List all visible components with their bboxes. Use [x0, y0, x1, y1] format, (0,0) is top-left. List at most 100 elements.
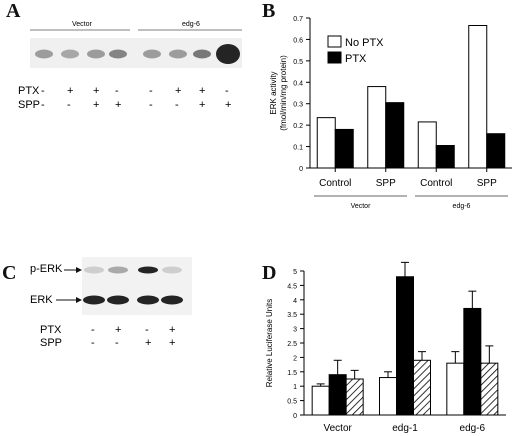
panel-a-sign: - [149, 99, 153, 111]
panel-a-sign: + [67, 85, 73, 97]
b-bar [486, 133, 506, 169]
b-group-label: Vector [351, 203, 372, 210]
b-legend-label: PTX [345, 53, 367, 65]
d-bar [328, 374, 347, 416]
b-y-tick-label: 0.2 [293, 123, 303, 130]
d-x-tick-label: edg-1 [392, 423, 418, 434]
panel-a-sign: - [149, 85, 153, 97]
d-y-tick-label: 0.5 [287, 399, 297, 406]
blot-a-band [61, 49, 79, 59]
panel-c-sign: - [91, 337, 95, 349]
panel-a-sign: - [67, 99, 71, 111]
b-legend-swatch [327, 35, 342, 48]
b-x-tick-label: SPP [376, 178, 396, 189]
b-bar [468, 25, 488, 169]
panel-c-sign: - [91, 324, 95, 336]
blot-c-erk-band [161, 295, 183, 305]
panel-c-blot: p-ERK ERK - + - +- - + + PTX SPP [30, 257, 192, 349]
panel-c-erk-label: ERK [30, 294, 53, 306]
d-y-tick-label: 3 [293, 327, 297, 334]
d-y-tick-label: 1 [293, 384, 297, 391]
blot-c-erk-band [137, 295, 159, 305]
d-y-tick-label: 2.5 [287, 341, 297, 348]
d-y-tick-label: 0 [293, 413, 297, 420]
d-bar [379, 377, 397, 416]
panel-a-sign: - [41, 85, 45, 97]
b-y-tick-label: 0.1 [293, 145, 303, 152]
blot-c-perk-band [138, 266, 158, 274]
panel-a-group-edg6: edg-6 [182, 21, 200, 28]
blot-a-band [169, 49, 187, 59]
b-y-tick-label: 0 [299, 166, 303, 173]
blot-a-band [216, 44, 240, 64]
b-y-tick-label: 0.6 [293, 37, 303, 44]
panel-b-chart: 0 0.1 0.2 0.3 0.4 0.5 0.6 0.7 ERK activity(fmol/… [269, 16, 512, 210]
b-y-tick-label: 0.3 [293, 102, 303, 109]
blot-c-perk-band [162, 266, 182, 274]
b-bar [417, 121, 437, 169]
d-x-tick-label: edg-6 [460, 423, 486, 434]
blot-a-band [193, 49, 211, 59]
panel-d-chart: 0 0.5 1 1.5 2 2.5 3 3.5 4 4.5 5 Relative Luciferase… [265, 261, 506, 434]
d-bar [345, 378, 364, 416]
b-x-tick-label: SPP [477, 178, 497, 189]
b-legend-swatch [327, 51, 342, 64]
b-y-tick-label: 0.5 [293, 59, 303, 66]
panel-c-sign: + [169, 337, 175, 349]
d-x-tick-label: Vector [323, 423, 352, 434]
b-y-tick-label: 0.4 [293, 80, 303, 87]
b-x-tick-label: Control [420, 178, 452, 189]
d-y-tick-label: 3.5 [287, 312, 297, 319]
panel-b-letter: B [262, 0, 276, 22]
panel-c-sign: - [145, 324, 149, 336]
blot-a-band [143, 49, 161, 59]
b-bar [367, 86, 387, 169]
panel-a-sign: - [41, 99, 45, 111]
panel-a-group-vector: Vector [72, 21, 93, 28]
d-bar [446, 362, 465, 416]
d-y-tick-label: 4.5 [287, 283, 297, 290]
panel-c-sign: - [115, 337, 119, 349]
blot-c-perk-band [84, 266, 104, 274]
d-bar [413, 359, 431, 416]
b-y-tick-label: 0.7 [293, 16, 303, 23]
panel-c-ptx-label: PTX [40, 324, 62, 336]
blot-a-band [87, 49, 105, 59]
b-legend-label: No PTX [345, 37, 384, 49]
b-y-label: ERK activity(fmol/min/mg protein) [269, 55, 288, 131]
b-bar [435, 145, 455, 169]
panel-c-spp-label: SPP [40, 337, 62, 349]
b-bar [385, 102, 405, 169]
blot-a-band [35, 49, 53, 59]
b-group-label: edg-6 [453, 203, 471, 210]
blot-a-band [109, 49, 127, 59]
panel-a-blot: Vector edg-6 - + + - - + + - - - + + - - + + PTX SPP [18, 21, 242, 111]
b-bar [334, 128, 354, 169]
panel-c-sign: + [169, 324, 175, 336]
d-y-tick-label: 4 [293, 298, 297, 305]
panel-a-sign: - [225, 85, 229, 97]
panel-a-spp-label: SPP [18, 99, 40, 111]
d-y-tick-label: 2 [293, 355, 297, 362]
blot-c-erk-band [83, 295, 105, 305]
d-y-tick-label: 5 [293, 269, 297, 276]
panel-d-letter: D [262, 262, 277, 284]
panel-a-sign: + [225, 99, 231, 111]
b-bar [316, 117, 336, 169]
d-bar [480, 362, 499, 416]
panel-c-sign: + [145, 337, 151, 349]
d-bar [396, 276, 414, 416]
panel-a-sign: + [199, 99, 205, 111]
panel-a-letter: A [6, 0, 21, 22]
panel-c-perk-label: p-ERK [30, 263, 63, 275]
d-y-label: Relative Luciferase Units [265, 299, 274, 387]
panel-a-sign: + [93, 99, 99, 111]
d-bar [463, 307, 482, 416]
panel-a-ptx-label: PTX [18, 85, 40, 97]
panel-a-sign: - [115, 85, 119, 97]
d-y-tick-label: 1.5 [287, 370, 297, 377]
panel-a-sign: + [115, 99, 121, 111]
panel-c-letter: C [2, 262, 17, 284]
blot-c-erk-band [107, 295, 129, 305]
panel-a-sign: - [175, 99, 179, 111]
